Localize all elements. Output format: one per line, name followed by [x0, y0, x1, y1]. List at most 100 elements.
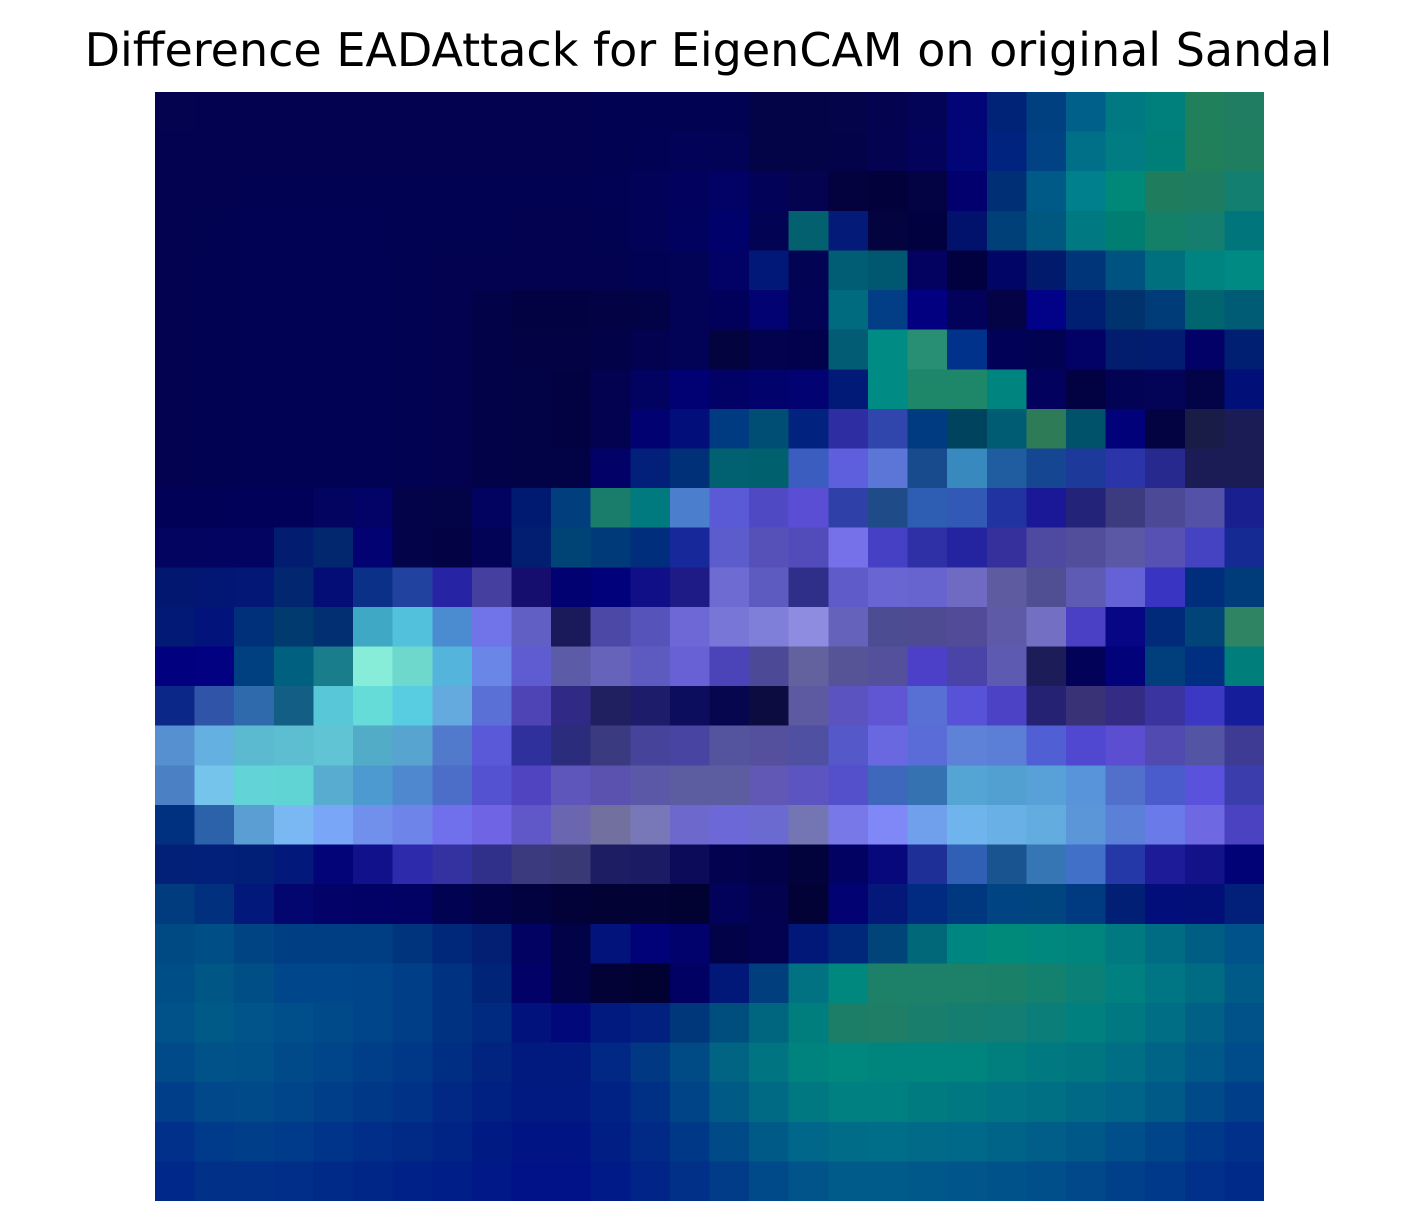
heatmap-cell-r3-c9 [511, 210, 552, 252]
heatmap-cell-r19-c7 [432, 844, 473, 885]
heatmap-cell-r13-c14 [709, 606, 750, 648]
heatmap-cell-r9-c9 [511, 448, 552, 489]
heatmap-cell-r14-c14 [709, 646, 750, 687]
heatmap-cell-r24-c8 [471, 1042, 513, 1083]
heatmap-cell-r6-c9 [511, 329, 552, 370]
heatmap-cell-r10-c6 [392, 488, 433, 529]
heatmap-cell-r13-c4 [313, 606, 354, 648]
heatmap-cell-r16-c4 [313, 725, 354, 766]
heatmap-cell-r12-c22 [1026, 567, 1067, 608]
heatmap-cell-r13-c1 [194, 606, 235, 648]
heatmap-cell-r10-c10 [551, 488, 592, 529]
heatmap-cell-r8-c4 [313, 408, 354, 450]
heatmap-cell-r0-c2 [234, 92, 275, 133]
heatmap-cell-r15-c8 [471, 686, 513, 727]
heatmap-cell-r15-c13 [669, 686, 711, 727]
heatmap-cell-r6-c20 [947, 329, 988, 370]
heatmap-cell-r18-c12 [630, 804, 671, 846]
heatmap-cell-r15-c18 [867, 686, 909, 727]
heatmap-cell-r5-c10 [551, 290, 592, 331]
heatmap-cell-r1-c5 [353, 131, 394, 172]
heatmap-cell-r10-c9 [511, 488, 552, 529]
heatmap-cell-r18-c9 [511, 804, 552, 846]
heatmap-cell-r8-c6 [392, 408, 433, 450]
heatmap-cell-r9-c15 [749, 448, 790, 489]
heatmap-cell-r6-c6 [392, 329, 433, 370]
heatmap-cell-r2-c14 [709, 171, 750, 212]
heatmap-cell-r15-c11 [590, 686, 631, 727]
heatmap-cell-r10-c27 [1224, 488, 1264, 529]
heatmap-cell-r10-c19 [907, 488, 948, 529]
heatmap-cell-r19-c4 [313, 844, 354, 885]
heatmap-cell-r18-c5 [353, 804, 394, 846]
heatmap-cell-r22-c21 [986, 963, 1027, 1004]
heatmap-cell-r2-c16 [788, 171, 829, 212]
heatmap-cell-r21-c6 [392, 923, 433, 964]
heatmap-cell-r10-c17 [828, 488, 869, 529]
heatmap-cell-r21-c26 [1184, 923, 1225, 964]
heatmap-cell-r3-c22 [1026, 210, 1067, 252]
heatmap-cell-r25-c22 [1026, 1082, 1067, 1123]
heatmap-cell-r1-c16 [788, 131, 829, 172]
heatmap-cell-r19-c17 [828, 844, 869, 885]
heatmap-cell-r5-c17 [828, 290, 869, 331]
heatmap-cell-r11-c17 [828, 527, 869, 568]
heatmap-cell-r14-c11 [590, 646, 631, 687]
heatmap-cell-r17-c26 [1184, 765, 1225, 806]
heatmap-cell-r26-c8 [471, 1121, 513, 1162]
heatmap-cell-r17-c14 [709, 765, 750, 806]
heatmap-cell-r15-c3 [273, 686, 315, 727]
heatmap-cell-r14-c5 [353, 646, 394, 687]
heatmap-cell-r15-c21 [986, 686, 1027, 727]
heatmap-cell-r24-c11 [590, 1042, 631, 1083]
heatmap-cell-r9-c21 [986, 448, 1027, 489]
heatmap-cell-r22-c24 [1105, 963, 1146, 1004]
heatmap-cell-r4-c26 [1184, 250, 1225, 291]
heatmap-cell-r12-c10 [551, 567, 592, 608]
heatmap-cell-r2-c25 [1145, 171, 1186, 212]
heatmap-cell-r13-c22 [1026, 606, 1067, 648]
heatmap-cell-r25-c21 [986, 1082, 1027, 1123]
heatmap-cell-r7-c16 [788, 369, 829, 410]
heatmap-cell-r0-c1 [194, 92, 235, 133]
heatmap-cell-r25-c8 [471, 1082, 513, 1123]
heatmap-cell-r2-c27 [1224, 171, 1264, 212]
heatmap-cell-r12-c19 [907, 567, 948, 608]
heatmap-cell-r1-c10 [551, 131, 592, 172]
heatmap-cell-r13-c13 [669, 606, 711, 648]
heatmap-cell-r23-c27 [1224, 1002, 1264, 1044]
heatmap-cell-r4-c27 [1224, 250, 1264, 291]
heatmap-cell-r20-c1 [194, 884, 235, 925]
heatmap-cell-r4-c4 [313, 250, 354, 291]
heatmap-cell-r22-c25 [1145, 963, 1186, 1004]
heatmap-cell-r20-c10 [551, 884, 592, 925]
heatmap-cell-r26-c5 [353, 1121, 394, 1162]
heatmap-cell-r11-c23 [1065, 527, 1107, 568]
heatmap-cell-r20-c20 [947, 884, 988, 925]
heatmap-cell-r20-c7 [432, 884, 473, 925]
heatmap-cell-r18-c11 [590, 804, 631, 846]
heatmap-cell-r5-c4 [313, 290, 354, 331]
heatmap-cell-r1-c17 [828, 131, 869, 172]
heatmap-cell-r0-c0 [155, 92, 196, 133]
heatmap-cell-r25-c19 [907, 1082, 948, 1123]
heatmap-cell-r23-c16 [788, 1002, 829, 1044]
heatmap-cell-r25-c18 [867, 1082, 909, 1123]
heatmap-cell-r26-c24 [1105, 1121, 1146, 1162]
heatmap-cell-r12-c6 [392, 567, 433, 608]
heatmap-cell-r3-c8 [471, 210, 513, 252]
heatmap-cell-r18-c0 [155, 804, 196, 846]
heatmap-cell-r15-c15 [749, 686, 790, 727]
heatmap-cell-r18-c26 [1184, 804, 1225, 846]
heatmap-cell-r14-c15 [749, 646, 790, 687]
heatmap-cell-r2-c0 [155, 171, 196, 212]
heatmap-cell-r24-c14 [709, 1042, 750, 1083]
heatmap-cell-r10-c4 [313, 488, 354, 529]
heatmap-cell-r19-c26 [1184, 844, 1225, 885]
heatmap-cell-r19-c20 [947, 844, 988, 885]
heatmap-cell-r9-c0 [155, 448, 196, 489]
heatmap-cell-r14-c13 [669, 646, 711, 687]
heatmap-cell-r10-c25 [1145, 488, 1186, 529]
heatmap-cell-r17-c23 [1065, 765, 1107, 806]
heatmap-cell-r9-c23 [1065, 448, 1107, 489]
